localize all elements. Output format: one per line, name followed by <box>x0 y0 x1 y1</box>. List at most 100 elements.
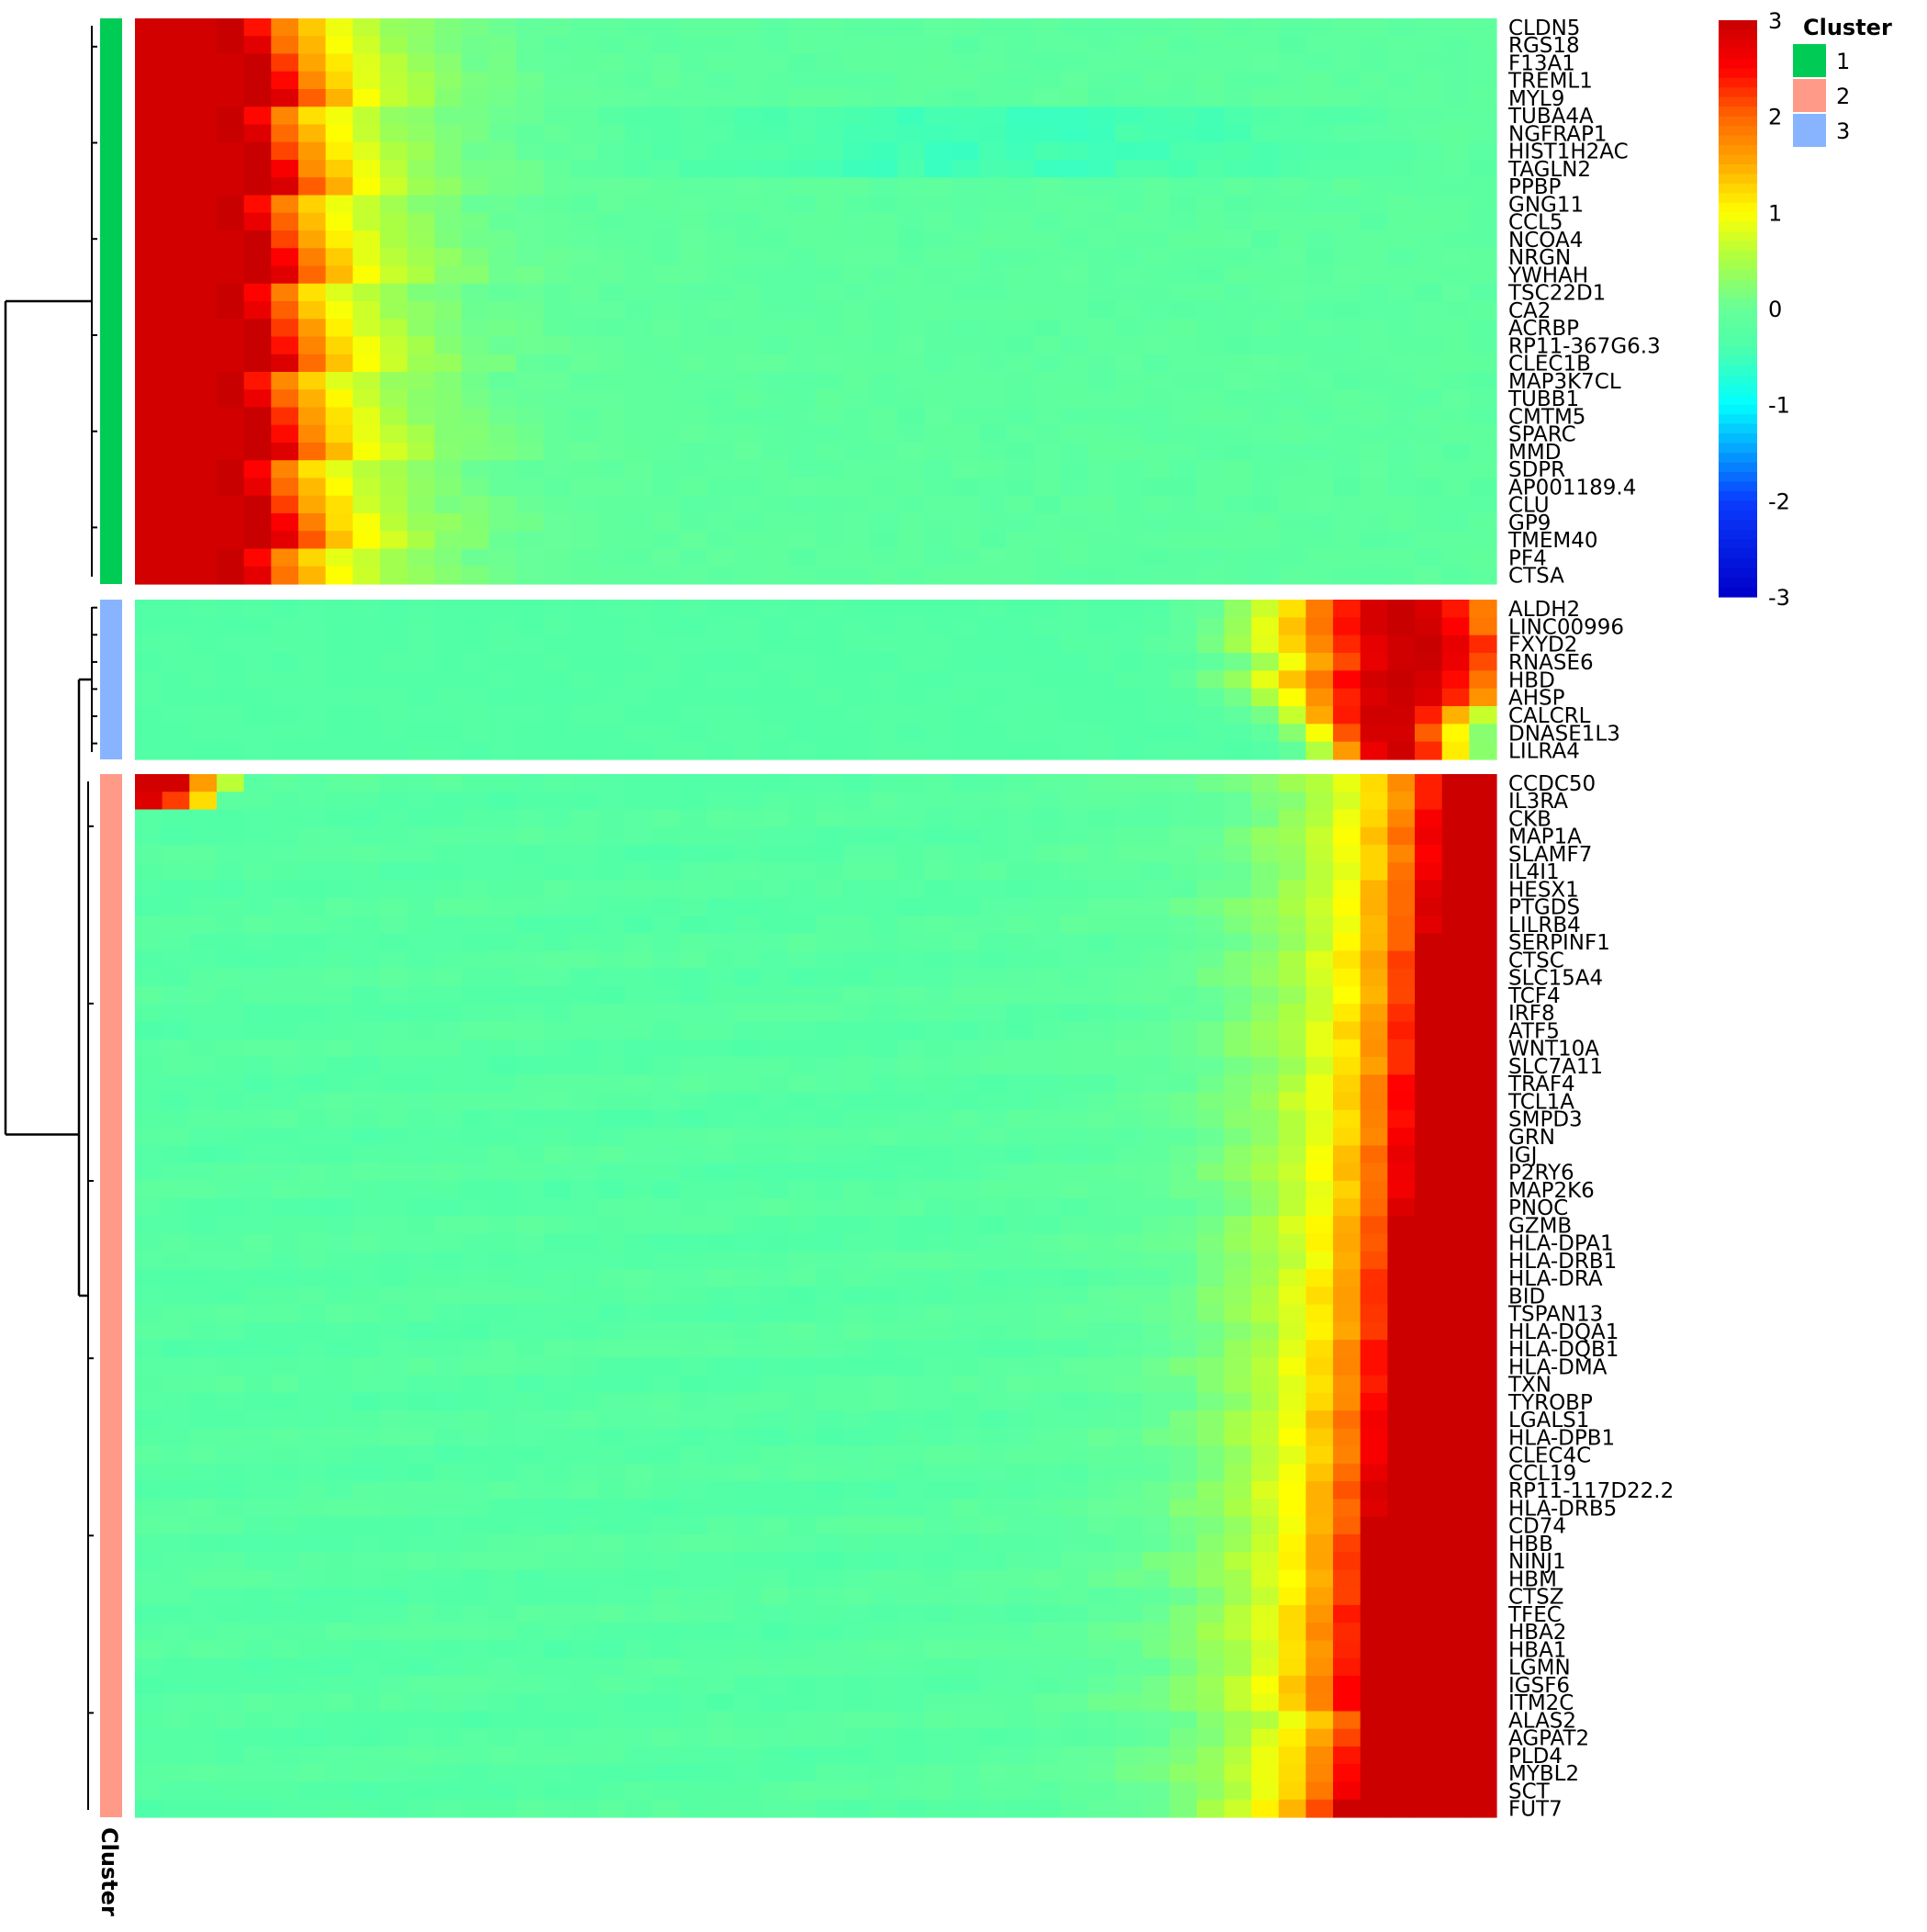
heatmap-cell <box>679 1376 707 1394</box>
heatmap-cell <box>189 845 217 863</box>
heatmap-cell <box>162 1658 190 1677</box>
heatmap-cell <box>870 460 898 478</box>
heatmap-cell <box>1115 230 1143 249</box>
heatmap-cell <box>816 1640 844 1658</box>
heatmap-cell <box>489 1658 517 1677</box>
heatmap-cell <box>979 1747 1006 1765</box>
heatmap-cell <box>924 951 952 970</box>
heatmap-cell <box>1060 1534 1088 1553</box>
heatmap-cell <box>326 1093 353 1111</box>
heatmap-cell <box>298 567 326 585</box>
heatmap-cell <box>1197 881 1225 899</box>
heatmap-cell <box>1034 266 1061 285</box>
heatmap-cell <box>1088 1658 1115 1677</box>
heatmap-cell <box>789 549 816 567</box>
heatmap-cell <box>271 54 298 73</box>
heatmap-cell <box>1387 845 1415 863</box>
heatmap-cell <box>571 862 599 881</box>
heatmap-cell <box>1305 792 1333 810</box>
heatmap-cell <box>734 898 762 916</box>
heatmap-cell <box>679 1004 707 1022</box>
heatmap-cell <box>789 1252 816 1270</box>
heatmap-cell <box>1170 72 1197 90</box>
heatmap-cell <box>979 1393 1006 1411</box>
heatmap-cell <box>789 284 816 302</box>
heatmap-cell <box>408 1234 435 1252</box>
heatmap-cell <box>1251 1588 1279 1606</box>
heatmap-cell <box>1361 496 1388 514</box>
heatmap-cell <box>1142 301 1170 320</box>
heatmap-cell <box>870 1410 898 1429</box>
heatmap-cell <box>1442 89 1470 107</box>
heatmap-cell <box>516 1163 543 1182</box>
heatmap-cell <box>217 460 244 478</box>
heatmap-cell <box>816 1588 844 1606</box>
heatmap-cell <box>380 230 408 249</box>
heatmap-cell <box>244 567 272 585</box>
heatmap-cell <box>761 1588 789 1606</box>
heatmap-cell <box>326 1110 353 1129</box>
heatmap-cell <box>135 496 162 514</box>
heatmap-cell <box>1469 213 1496 231</box>
heatmap-cell <box>571 617 599 635</box>
heatmap-cell <box>162 1057 190 1075</box>
heatmap-cell <box>1224 230 1251 249</box>
heatmap-cell <box>489 1198 517 1217</box>
heatmap-row-CTSC <box>135 951 1497 970</box>
heatmap-cell <box>1060 1145 1088 1163</box>
heatmap-cell <box>1415 1145 1442 1163</box>
heatmap-cell <box>734 600 762 618</box>
heatmap-cell <box>1034 898 1061 916</box>
heatmap-cell <box>979 724 1006 742</box>
heatmap-cell <box>462 1074 489 1093</box>
heatmap-cell <box>298 266 326 285</box>
heatmap-cell <box>408 742 435 760</box>
heatmap-cell <box>1415 951 1442 970</box>
heatmap-cell <box>1251 389 1279 408</box>
heatmap-cell <box>924 933 952 951</box>
heatmap-cell <box>408 653 435 671</box>
heatmap-cell <box>897 354 924 373</box>
heatmap-cell <box>1006 18 1034 37</box>
heatmap-cell <box>1387 635 1415 654</box>
heatmap-cell <box>1442 600 1470 618</box>
heatmap-cell <box>380 1552 408 1570</box>
heatmap-cell <box>162 1269 190 1287</box>
heatmap-cell <box>816 284 844 302</box>
heatmap-row-CCL5 <box>135 213 1497 231</box>
heatmap-cell <box>897 1552 924 1570</box>
heatmap-cell <box>924 1305 952 1323</box>
heatmap-cell <box>789 1305 816 1323</box>
heatmap-cell <box>1469 1340 1496 1358</box>
heatmap-cell <box>353 1322 380 1341</box>
heatmap-cell <box>1361 389 1388 408</box>
heatmap-cell <box>979 18 1006 37</box>
heatmap-cell <box>816 478 844 497</box>
heatmap-cell <box>816 567 844 585</box>
heatmap-cell <box>1442 774 1470 792</box>
heatmap-cell <box>162 1004 190 1022</box>
heatmap-cell <box>789 1093 816 1111</box>
heatmap-cell <box>189 177 217 196</box>
heatmap-cell <box>1006 1305 1034 1323</box>
heatmap-cell <box>924 881 952 899</box>
heatmap-cell <box>326 160 353 178</box>
heatmap-cell <box>543 177 571 196</box>
heatmap-cell <box>707 319 734 337</box>
heatmap-cell <box>1088 1322 1115 1341</box>
heatmap-cell <box>1142 706 1170 724</box>
heatmap-cell <box>679 1534 707 1553</box>
heatmap-cell <box>789 337 816 355</box>
heatmap-cell <box>1469 1074 1496 1093</box>
heatmap-cell <box>1251 986 1279 1005</box>
heatmap-cell <box>1415 670 1442 689</box>
heatmap-cell <box>271 1340 298 1358</box>
heatmap-cell <box>1361 337 1388 355</box>
heatmap-cell <box>625 1234 653 1252</box>
heatmap-cell <box>1197 1216 1225 1234</box>
heatmap-cell <box>571 1747 599 1765</box>
heatmap-cell <box>217 600 244 618</box>
heatmap-cell <box>843 567 870 585</box>
heatmap-cell <box>162 827 190 846</box>
heatmap-cell <box>380 1039 408 1058</box>
